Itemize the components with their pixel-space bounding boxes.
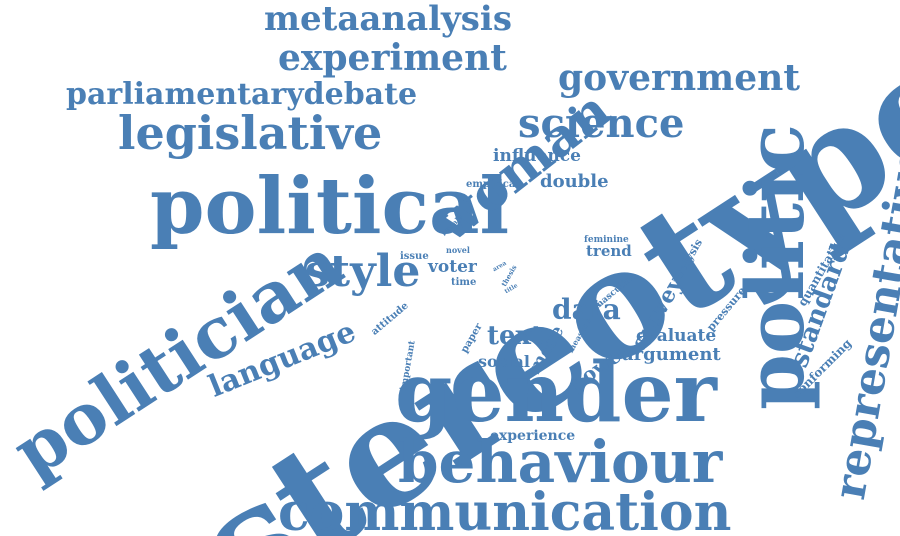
word-evaluate: evaluate — [636, 326, 717, 346]
word-metaanalysis: metaanalysis — [264, 0, 512, 39]
word-gender: gender — [395, 345, 717, 441]
word-novel: novel — [446, 245, 470, 255]
word-parliamentarydebate: parliamentarydebate — [66, 77, 418, 112]
word-communication: communication — [278, 482, 732, 536]
word-experiment: experiment — [278, 37, 507, 79]
word-behaviour: behaviour — [398, 428, 723, 496]
word-argument: argument — [622, 344, 721, 365]
word-social: social — [478, 352, 530, 371]
word-feminine: feminine — [584, 235, 629, 245]
word-influence: influence — [493, 146, 581, 166]
word-double: double — [540, 171, 609, 192]
word-time: time — [451, 277, 477, 288]
word-government: government — [558, 57, 800, 99]
word-empirical: empirical — [466, 179, 520, 190]
word-legislative: legislative — [118, 106, 383, 160]
word-data: data — [552, 293, 621, 326]
word-experience: experience — [490, 428, 576, 444]
word-science: science — [518, 100, 685, 147]
word-issue: issue — [400, 251, 429, 262]
word-attitude: attitude — [369, 300, 411, 338]
word-political: political — [150, 161, 510, 252]
word-style: style — [305, 246, 421, 297]
word-trend: trend — [586, 242, 632, 260]
word-text: text — [487, 321, 544, 351]
word-voter: voter — [428, 257, 477, 277]
